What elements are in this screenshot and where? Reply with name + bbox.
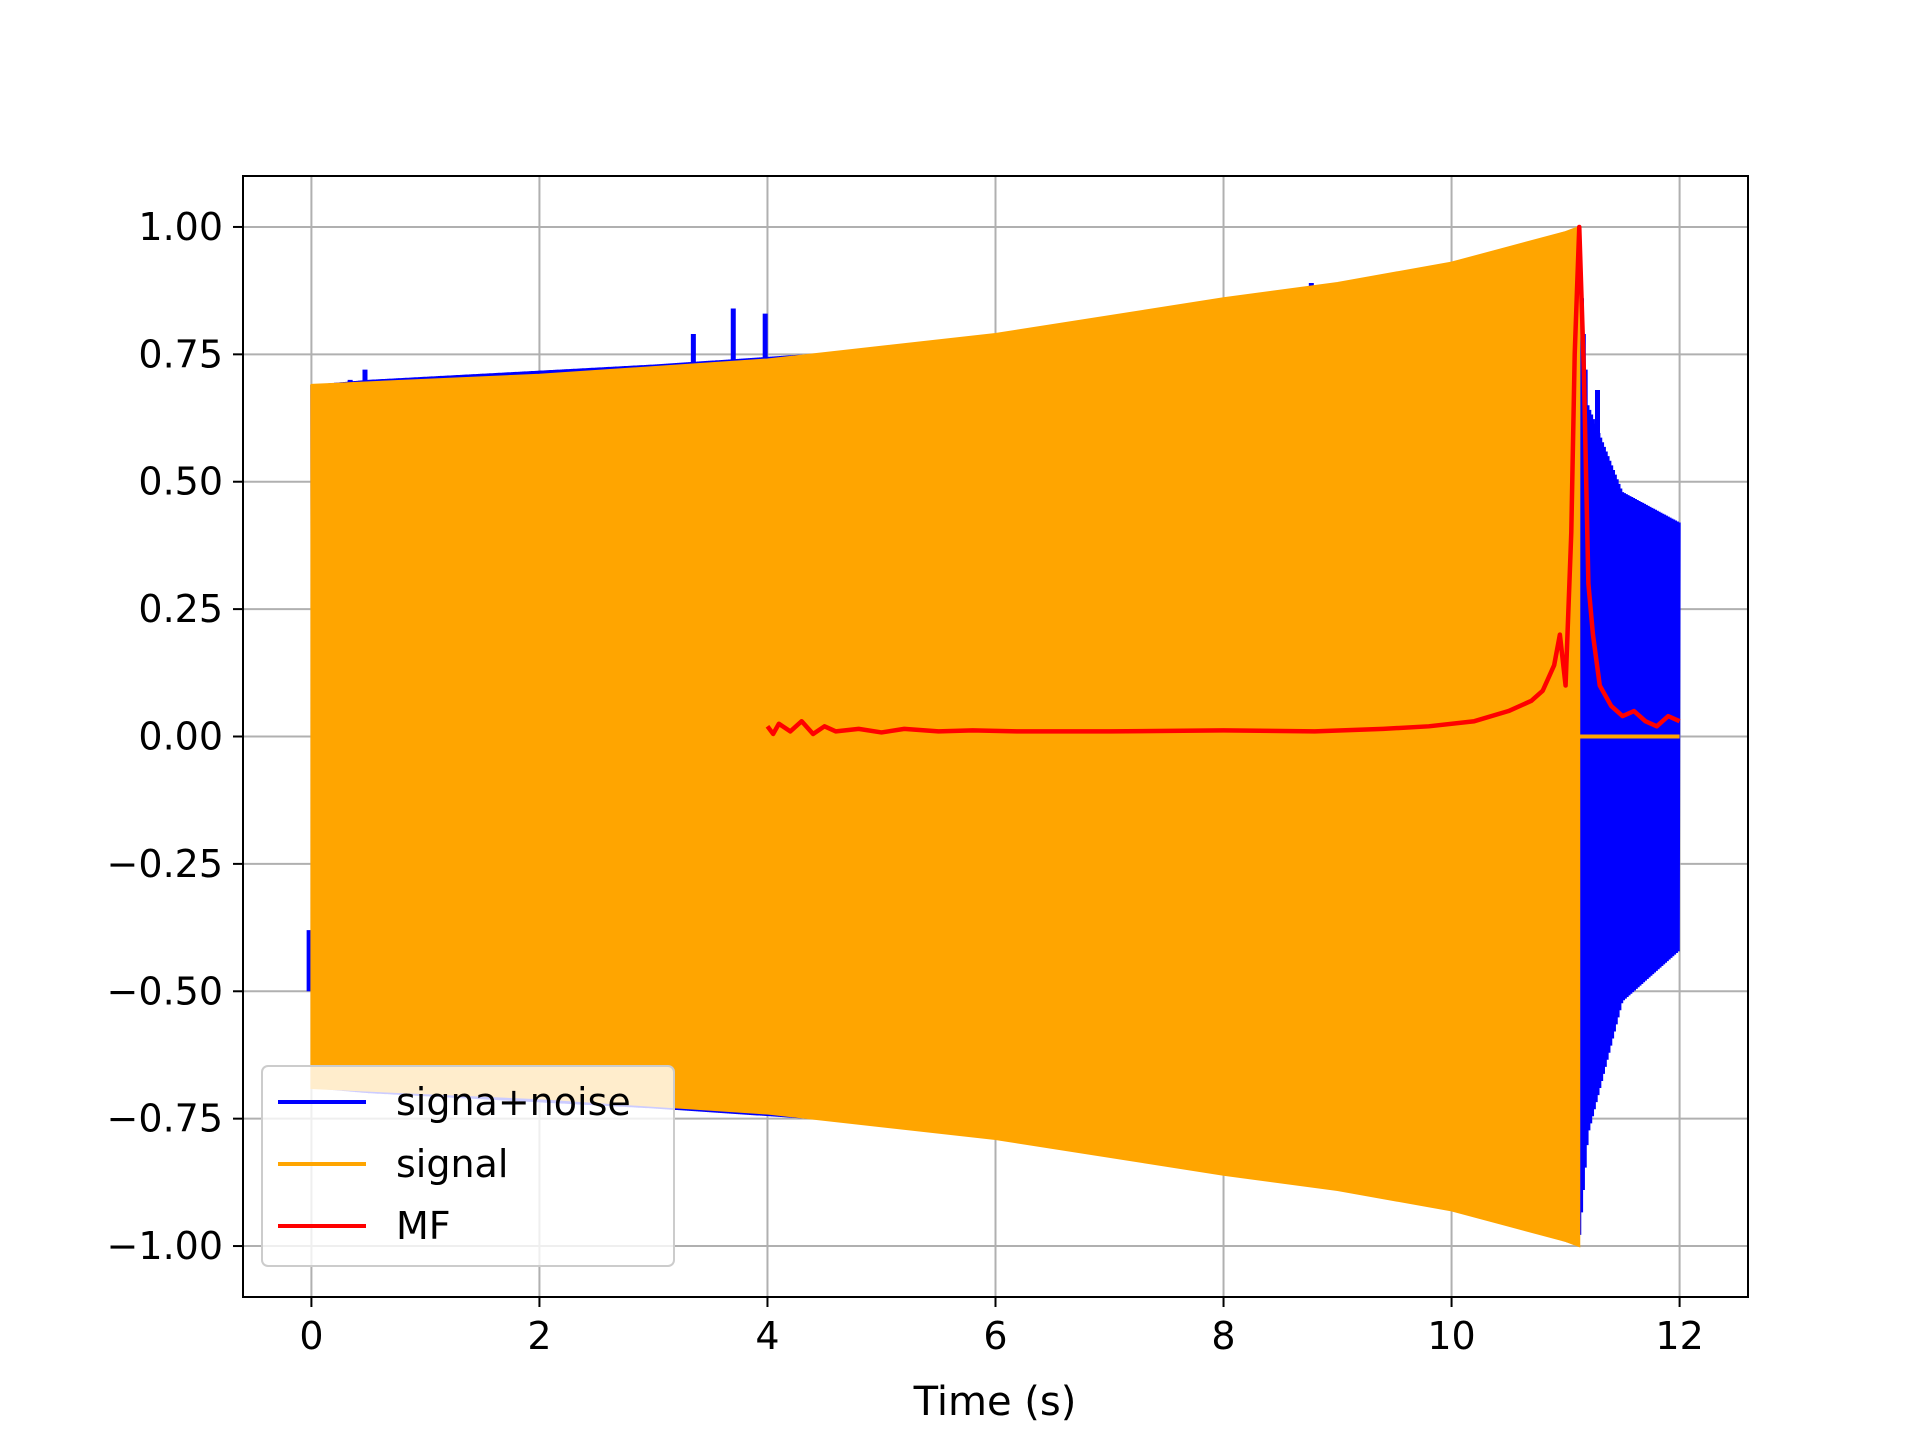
mf-line <box>765 224 1681 737</box>
x-tick-label: 8 <box>1211 1314 1235 1358</box>
x-tick-label: 10 <box>1427 1314 1475 1358</box>
x-tick-label: 2 <box>527 1314 551 1358</box>
y-tick-label: 0.50 <box>138 460 223 504</box>
y-tick-label: 0.00 <box>138 715 223 759</box>
series-mf <box>765 224 1681 737</box>
x-axis-label: Time (s) <box>913 1379 1077 1425</box>
legend-box <box>261 1065 675 1267</box>
legend-label-1: signa+noise <box>396 1080 631 1124</box>
y-tick-label: −0.25 <box>107 842 223 886</box>
x-tick-label: 4 <box>755 1314 779 1358</box>
y-tick-label: −1.00 <box>107 1224 223 1268</box>
plot-area <box>306 224 1681 1248</box>
y-tick-label: −0.50 <box>107 969 223 1013</box>
y-tick-label: −0.75 <box>107 1097 223 1141</box>
legend: signa+noise signal MF <box>261 1065 675 1267</box>
y-tick-label: 0.75 <box>138 332 223 376</box>
legend-label-2: signal <box>396 1142 508 1186</box>
x-tick-label: 6 <box>983 1314 1007 1358</box>
x-tick-label: 0 <box>299 1314 323 1358</box>
signal-waveform <box>310 226 1581 1246</box>
y-tick-label: 1.00 <box>138 205 223 249</box>
y-tick-label: 0.25 <box>138 587 223 631</box>
y-axis: 1.00 0.75 0.50 0.25 0.00 −0.25 −0.50 −0.75 −1.00 <box>107 205 243 1268</box>
legend-label-3: MF <box>396 1204 451 1248</box>
series-signal <box>310 225 1680 1248</box>
x-axis: 0 2 4 6 8 10 12 <box>299 1297 1704 1358</box>
x-tick-label: 12 <box>1655 1314 1703 1358</box>
